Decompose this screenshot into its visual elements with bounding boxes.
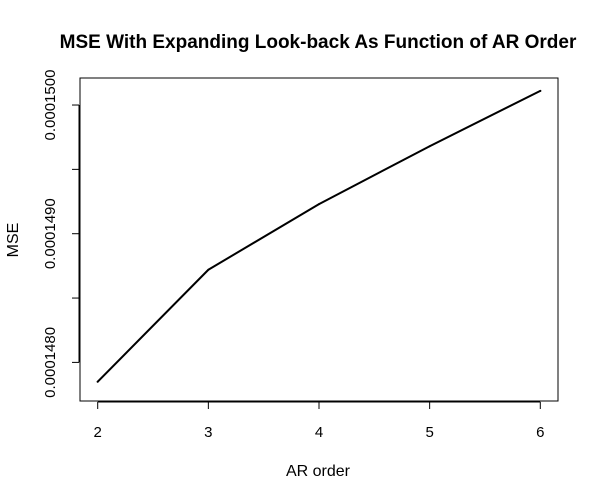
y-tick-label: 0.0001480	[42, 327, 59, 398]
y-axis: 0.0001480 0.0001490 0.0001500	[42, 70, 80, 398]
y-tick-label: 0.0001490	[42, 198, 59, 269]
data-point	[207, 268, 210, 271]
x-axis: 2 3 4 5 6	[94, 401, 544, 441]
x-tick-label: 2	[94, 424, 102, 441]
data-point	[539, 89, 542, 92]
chart-title: MSE With Expanding Look-back As Function…	[60, 32, 577, 53]
x-axis-label: AR order	[286, 463, 351, 480]
plot-frame	[79, 77, 559, 402]
x-tick-label: 4	[315, 424, 323, 441]
data-point	[428, 145, 431, 148]
x-tick-label: 5	[425, 424, 433, 441]
data-point	[96, 380, 99, 383]
y-tick-label: 0.0001500	[42, 70, 59, 141]
series-line	[96, 89, 542, 383]
x-tick-label: 6	[536, 424, 544, 441]
data-point	[318, 203, 320, 206]
series-layer	[96, 89, 542, 383]
x-tick-label: 3	[204, 424, 212, 441]
y-axis-label: MSE	[5, 223, 22, 258]
